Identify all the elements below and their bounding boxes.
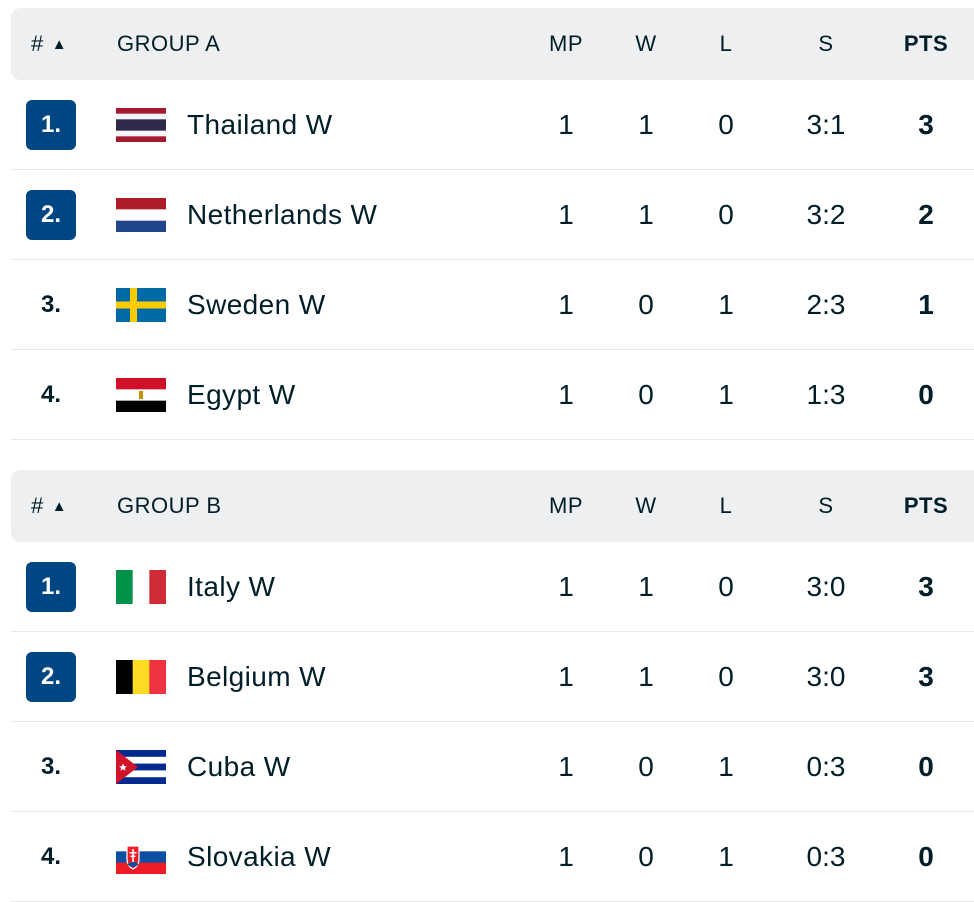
matches-played: 1 xyxy=(558,841,574,872)
table-row[interactable]: 3. Cuba W 1 0 1 0:3 0 xyxy=(11,722,974,812)
s-header[interactable]: S xyxy=(818,493,834,518)
points: 3 xyxy=(918,571,934,602)
group-title: GROUP B xyxy=(117,493,222,518)
rank-label: 4. xyxy=(40,381,61,408)
rank-label: 3. xyxy=(40,753,61,780)
matches-played: 1 xyxy=(558,661,574,692)
pts-header[interactable]: PTS xyxy=(903,31,949,56)
sets: 3:2 xyxy=(806,199,846,230)
table-row[interactable]: 1. Thailand W 1 1 0 3:1 3 xyxy=(11,80,974,170)
losses: 1 xyxy=(718,289,734,320)
rank-label: 4. xyxy=(40,843,61,870)
rank-label: 3. xyxy=(40,291,61,318)
rank-badge: 1. xyxy=(26,562,76,612)
team-name[interactable]: Sweden W xyxy=(187,289,326,320)
losses: 1 xyxy=(718,841,734,872)
l-header[interactable]: L xyxy=(719,493,733,518)
cuba-flag-icon xyxy=(116,750,166,784)
team-name[interactable]: Italy W xyxy=(187,571,276,602)
wins: 0 xyxy=(638,379,654,410)
thailand-flag-icon xyxy=(116,108,166,142)
wins: 1 xyxy=(638,571,654,602)
wins: 0 xyxy=(638,289,654,320)
losses: 0 xyxy=(718,199,734,230)
rank-sort-header[interactable]: # ▲ xyxy=(31,31,68,56)
egypt-flag-icon xyxy=(116,378,166,412)
matches-played: 1 xyxy=(558,289,574,320)
group-title: GROUP A xyxy=(117,31,221,56)
table-row[interactable]: 4. Egypt W 1 0 1 1:3 0 xyxy=(11,350,974,440)
matches-played: 1 xyxy=(558,109,574,140)
rank-sort-header[interactable]: # ▲ xyxy=(31,493,68,518)
matches-played: 1 xyxy=(558,379,574,410)
rank-badge: 2. xyxy=(26,190,76,240)
belgium-flag-icon xyxy=(116,660,166,694)
wins: 1 xyxy=(638,661,654,692)
team-name[interactable]: Cuba W xyxy=(187,751,291,782)
w-header[interactable]: W xyxy=(635,493,657,518)
sets: 3:0 xyxy=(806,661,846,692)
table-row[interactable]: 1. Italy W 1 1 0 3:0 3 xyxy=(11,542,974,632)
mp-header[interactable]: MP xyxy=(549,493,583,518)
team-name[interactable]: Thailand W xyxy=(187,109,333,140)
l-header[interactable]: L xyxy=(719,31,733,56)
group-b-header: # ▲ GROUP B MP W L S PTS xyxy=(11,470,974,542)
points: 1 xyxy=(918,289,934,320)
sets: 1:3 xyxy=(806,379,846,410)
team-name[interactable]: Netherlands W xyxy=(187,199,378,230)
losses: 1 xyxy=(718,751,734,782)
sets: 3:0 xyxy=(806,571,846,602)
group-a-header: # ▲ GROUP A MP W L S PTS xyxy=(11,8,974,80)
group-a-standings: # ▲ GROUP A MP W L S PTS 1. Thailand W 1 … xyxy=(11,8,974,440)
points: 2 xyxy=(918,199,934,230)
group-b-standings: # ▲ GROUP B MP W L S PTS 1. Italy W 1 1 0… xyxy=(11,470,974,902)
team-name[interactable]: Slovakia W xyxy=(187,841,332,872)
sets: 2:3 xyxy=(806,289,846,320)
sweden-flag-icon xyxy=(116,288,166,322)
points: 0 xyxy=(918,841,934,872)
table-row[interactable]: 4. Slovakia W 1 0 1 0:3 0 xyxy=(11,812,974,902)
table-row[interactable]: 2. Netherlands W 1 1 0 3:2 2 xyxy=(11,170,974,260)
italy-flag-icon xyxy=(116,570,166,604)
rank-badge: 1. xyxy=(26,100,76,150)
points: 3 xyxy=(918,109,934,140)
points: 3 xyxy=(918,661,934,692)
team-name[interactable]: Egypt W xyxy=(187,379,296,410)
pts-header[interactable]: PTS xyxy=(903,493,949,518)
table-row[interactable]: 2. Belgium W 1 1 0 3:0 3 xyxy=(11,632,974,722)
rank-badge: 2. xyxy=(26,652,76,702)
sort-up-icon: ▲ xyxy=(51,36,68,53)
wins: 1 xyxy=(638,109,654,140)
netherlands-flag-icon xyxy=(116,198,166,232)
matches-played: 1 xyxy=(558,751,574,782)
matches-played: 1 xyxy=(558,571,574,602)
losses: 0 xyxy=(718,109,734,140)
losses: 0 xyxy=(718,661,734,692)
wins: 1 xyxy=(638,199,654,230)
mp-header[interactable]: MP xyxy=(549,31,583,56)
wins: 0 xyxy=(638,841,654,872)
s-header[interactable]: S xyxy=(818,31,834,56)
sets: 0:3 xyxy=(806,751,846,782)
sets: 0:3 xyxy=(806,841,846,872)
points: 0 xyxy=(918,751,934,782)
losses: 0 xyxy=(718,571,734,602)
slovakia-flag-icon xyxy=(116,840,166,874)
wins: 0 xyxy=(638,751,654,782)
w-header[interactable]: W xyxy=(635,31,657,56)
sort-up-icon: ▲ xyxy=(51,498,68,515)
points: 0 xyxy=(918,379,934,410)
losses: 1 xyxy=(718,379,734,410)
team-name[interactable]: Belgium W xyxy=(187,661,326,692)
matches-played: 1 xyxy=(558,199,574,230)
table-row[interactable]: 3. Sweden W 1 0 1 2:3 1 xyxy=(11,260,974,350)
sets: 3:1 xyxy=(806,109,846,140)
